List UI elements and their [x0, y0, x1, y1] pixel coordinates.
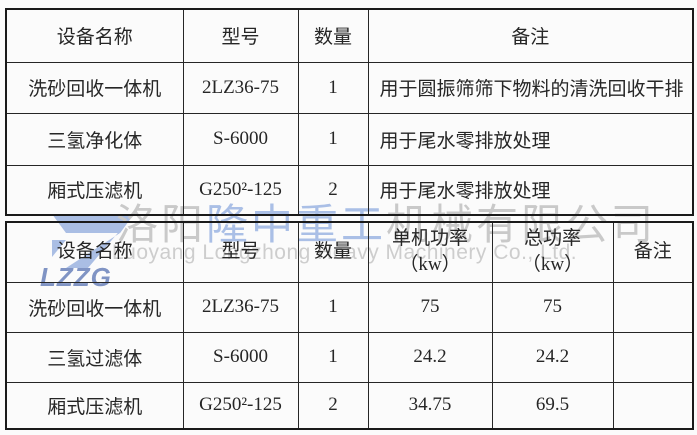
table-row: 厢式压滤机 G250²-125 2 用于尾水零排放处理	[5, 164, 694, 216]
cell-equipment-name: 厢式压滤机	[5, 164, 184, 216]
cell-remark	[612, 281, 694, 333]
cell-remark	[612, 331, 694, 383]
cell-total-power: 24.2	[491, 331, 614, 383]
cell-equipment-name: 洗砂回收一体机	[5, 281, 184, 333]
table-header-row: 设备名称 型号 数量 单机功率 （kw） 总功率 （kw） 备注	[5, 221, 694, 283]
cell-quantity: 1	[297, 331, 369, 383]
cell-remark: 用于尾水零排放处理	[367, 112, 694, 166]
cell-quantity: 1	[297, 112, 369, 166]
cell-model: G250²-125	[182, 381, 299, 430]
table-row: 洗砂回收一体机 2LZ36-75 1 用于圆振筛筛下物料的清洗回收干排	[5, 61, 694, 114]
header-remark: 备注	[367, 8, 694, 63]
cell-equipment-name: 三氢净化体	[5, 112, 184, 166]
cell-remark: 用于圆振筛筛下物料的清洗回收干排	[367, 61, 694, 114]
header-equipment-name: 设备名称	[5, 221, 184, 283]
cell-equipment-name: 厢式压滤机	[5, 381, 184, 430]
cell-model: 2LZ36-75	[182, 61, 299, 114]
table-header-row: 设备名称 型号 数量 备注	[5, 8, 694, 63]
cell-remark: 用于尾水零排放处理	[367, 164, 694, 216]
cell-equipment-name: 洗砂回收一体机	[5, 61, 184, 114]
cell-total-power: 75	[491, 281, 614, 333]
header-quantity: 数量	[297, 8, 369, 63]
cell-remark	[612, 381, 694, 430]
cell-quantity: 1	[297, 61, 369, 114]
header-quantity: 数量	[297, 221, 369, 283]
header-model: 型号	[182, 8, 299, 63]
table-row: 厢式压滤机 G250²-125 2 34.75 69.5	[5, 381, 694, 430]
header-total-power: 总功率 （kw）	[491, 221, 614, 283]
cell-quantity: 1	[297, 281, 369, 333]
cell-quantity: 2	[297, 381, 369, 430]
header-remark: 备注	[612, 221, 694, 283]
cell-quantity: 2	[297, 164, 369, 216]
cell-model: S-6000	[182, 112, 299, 166]
header-model: 型号	[182, 221, 299, 283]
cell-unit-power: 24.2	[367, 331, 493, 383]
cell-unit-power: 34.75	[367, 381, 493, 430]
table-row: 三氢净化体 S-6000 1 用于尾水零排放处理	[5, 112, 694, 166]
cell-unit-power: 75	[367, 281, 493, 333]
header-equipment-name: 设备名称	[5, 8, 184, 63]
cell-total-power: 69.5	[491, 381, 614, 430]
equipment-power-table: 设备名称 型号 数量 单机功率 （kw） 总功率 （kw） 备注 洗砂回收一体机…	[5, 221, 694, 430]
cell-model: G250²-125	[182, 164, 299, 216]
cell-model: 2LZ36-75	[182, 281, 299, 333]
cell-equipment-name: 三氢过滤体	[5, 331, 184, 383]
table-row: 洗砂回收一体机 2LZ36-75 1 75 75	[5, 281, 694, 333]
equipment-spec-table: 设备名称 型号 数量 备注 洗砂回收一体机 2LZ36-75 1 用于圆振筛筛下…	[5, 8, 694, 216]
cell-model: S-6000	[182, 331, 299, 383]
table-row: 三氢过滤体 S-6000 1 24.2 24.2	[5, 331, 694, 383]
header-unit-power: 单机功率 （kw）	[367, 221, 493, 283]
